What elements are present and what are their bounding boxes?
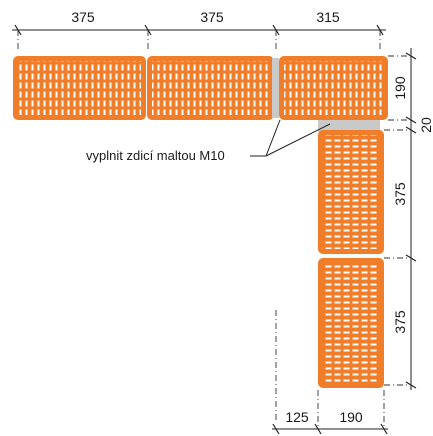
top-dimension-chain: 375 375 315: [12, 9, 386, 52]
right-dim-2: 20: [418, 117, 433, 133]
horizontal-wall: [13, 56, 388, 120]
brick-block-2-holes: [152, 61, 269, 115]
mortar-note-leader-2: [265, 123, 331, 157]
mortar-note: vyplnit zdicí maltou M10: [86, 119, 331, 163]
mortar-joint-1: [272, 58, 279, 118]
right-dim-1: 190: [392, 76, 408, 100]
right-dimension-chain: 190 20 375 375: [384, 48, 433, 390]
brick-block-1-holes: [18, 61, 141, 115]
mortar-note-text: vyplnit zdicí maltou M10: [86, 148, 225, 163]
right-dim-3: 375: [392, 182, 408, 206]
top-dim-3: 315: [316, 9, 340, 25]
right-dim-4: 375: [392, 310, 408, 334]
bottom-dim-2: 190: [339, 409, 363, 425]
mortar-fill-corner: [318, 120, 380, 132]
bottom-dim-1: 125: [285, 409, 309, 425]
brick-block-5-holes: [323, 263, 379, 383]
mortar-note-leader: [250, 119, 281, 157]
vertical-wall: [318, 130, 384, 388]
brick-block-4-holes: [323, 135, 379, 249]
top-dim-1: 375: [71, 9, 95, 25]
bottom-dimension-chain: 125 190: [272, 390, 388, 435]
brick-block-3-holes: [284, 61, 383, 115]
top-dim-2: 375: [200, 9, 224, 25]
